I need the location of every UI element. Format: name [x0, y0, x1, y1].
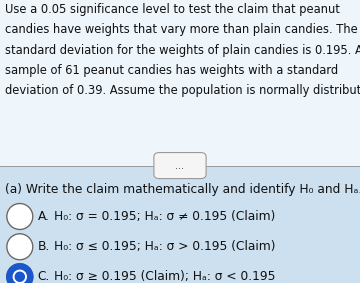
Ellipse shape: [7, 234, 33, 260]
Text: deviation of 0.39. Assume the population is normally distribute: deviation of 0.39. Assume the population…: [5, 84, 360, 97]
Text: H₀: σ ≤ 0.195; Hₐ: σ > 0.195 (Claim): H₀: σ ≤ 0.195; Hₐ: σ > 0.195 (Claim): [54, 240, 275, 253]
Ellipse shape: [13, 270, 26, 283]
Ellipse shape: [7, 264, 33, 283]
Text: (a) Write the claim mathematically and identify H₀ and Hₐ.  -: (a) Write the claim mathematically and i…: [5, 183, 360, 196]
Ellipse shape: [7, 203, 33, 230]
Ellipse shape: [15, 272, 24, 281]
FancyBboxPatch shape: [0, 0, 360, 166]
Text: candies have weights that vary more than plain candies. The: candies have weights that vary more than…: [5, 23, 358, 36]
Text: C.: C.: [38, 270, 50, 283]
Text: H₀: σ = 0.195; Hₐ: σ ≠ 0.195 (Claim): H₀: σ = 0.195; Hₐ: σ ≠ 0.195 (Claim): [54, 210, 275, 223]
Text: Use a 0.05 significance level to test the claim that peanut: Use a 0.05 significance level to test th…: [5, 3, 340, 16]
FancyBboxPatch shape: [154, 153, 206, 179]
Text: ...: ...: [176, 160, 185, 171]
Text: sample of 61 peanut candies has weights with a standard: sample of 61 peanut candies has weights …: [5, 64, 338, 77]
Text: B.: B.: [38, 240, 50, 253]
Text: A.: A.: [38, 210, 50, 223]
Ellipse shape: [7, 264, 33, 283]
Text: H₀: σ ≥ 0.195 (Claim); Hₐ: σ < 0.195: H₀: σ ≥ 0.195 (Claim); Hₐ: σ < 0.195: [54, 270, 275, 283]
Text: standard deviation for the weights of plain candies is 0.195. A: standard deviation for the weights of pl…: [5, 44, 360, 57]
